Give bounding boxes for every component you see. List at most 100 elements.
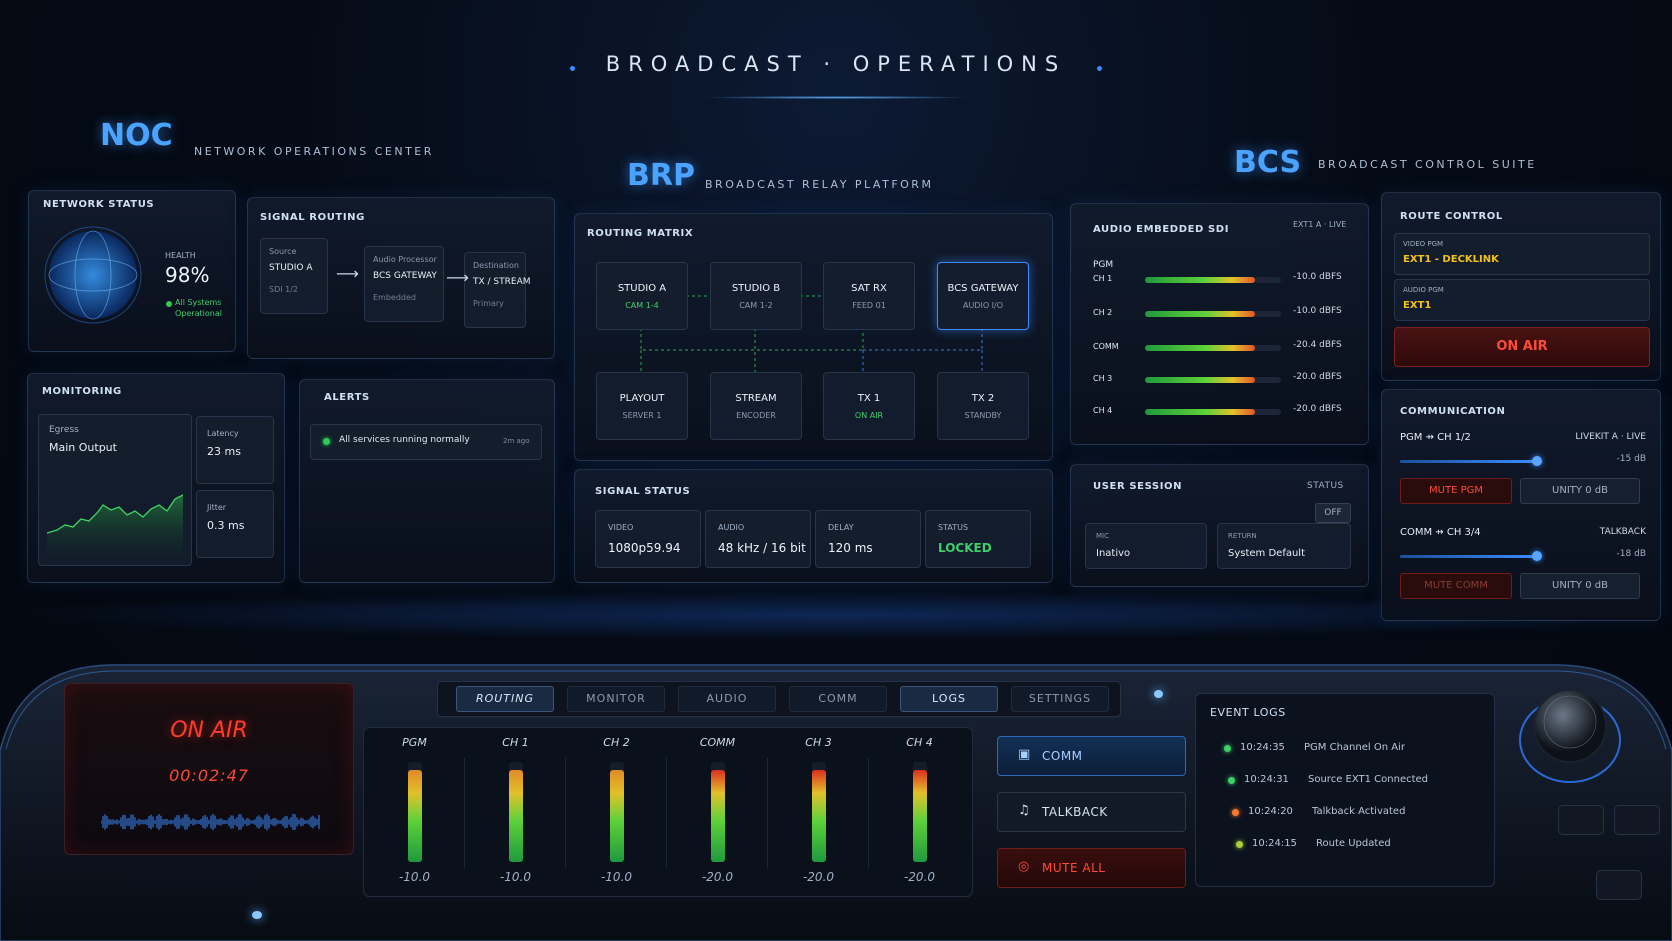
meter-fill bbox=[1145, 311, 1255, 317]
side-button[interactable] bbox=[1596, 870, 1642, 900]
button-label: COMM bbox=[1042, 749, 1083, 763]
side-button[interactable] bbox=[1614, 805, 1660, 835]
knob-svg bbox=[1519, 689, 1621, 783]
channel-name: CH 2 bbox=[1093, 308, 1113, 317]
latency-label: Latency bbox=[207, 429, 239, 438]
signal-status-panel: SIGNAL STATUS VIDEO 1080p59.94 AUDIO 48 kHz … bbox=[574, 469, 1053, 583]
strip-level: -10.0 bbox=[600, 870, 633, 884]
strip-level: -20.0 bbox=[903, 870, 936, 884]
audio-source: EXT1 A · LIVE bbox=[1293, 220, 1347, 229]
egress-label: Egress bbox=[49, 425, 79, 435]
log-text: Talkback Activated bbox=[1312, 806, 1406, 817]
alert-text: All services running normally bbox=[339, 435, 470, 445]
on-air-screen: ON AIR 00:02:47 bbox=[64, 683, 354, 855]
node-sub: FEED 01 bbox=[852, 301, 886, 310]
node-name: TX / STREAM bbox=[473, 277, 531, 287]
panel-title: MONITORING bbox=[42, 386, 122, 397]
strip-level: -10.0 bbox=[499, 870, 532, 884]
console-button[interactable]: ◎ MUTE ALL bbox=[997, 848, 1186, 888]
button-label: TALKBACK bbox=[1042, 805, 1108, 819]
mute-button[interactable]: MUTE PGM bbox=[1400, 478, 1512, 504]
node-name: STUDIO A bbox=[269, 263, 313, 273]
section-name: NETWORK OPERATIONS CENTER bbox=[194, 145, 434, 158]
globe bbox=[43, 225, 143, 325]
audio-group: PGM bbox=[1093, 260, 1114, 270]
return-box: RETURN System Default bbox=[1217, 523, 1351, 569]
node-name: SAT RX bbox=[851, 283, 887, 294]
waveform bbox=[100, 802, 331, 842]
matrix-links bbox=[575, 214, 1052, 460]
egress-box: Egress Main Output bbox=[38, 414, 192, 566]
tab[interactable]: SETTINGS bbox=[1011, 686, 1109, 712]
line-source: LIVEKIT A · LIVE bbox=[1575, 432, 1646, 442]
side-button[interactable] bbox=[1558, 805, 1604, 835]
on-air-timer: 00:02:47 bbox=[169, 766, 249, 785]
tab[interactable]: LOGS bbox=[900, 686, 998, 712]
arrow: ⟶ bbox=[446, 268, 469, 287]
channel-level: -20.0 dBFS bbox=[1293, 372, 1342, 382]
tab[interactable]: MONITOR bbox=[567, 686, 665, 712]
log-text: Route Updated bbox=[1316, 838, 1391, 849]
node-sub: Primary bbox=[473, 299, 504, 308]
unity-button[interactable]: UNITY 0 dB bbox=[1520, 478, 1640, 504]
jitter-box: Jitter 0.3 ms bbox=[196, 490, 274, 558]
panel-title: SIGNAL STATUS bbox=[595, 486, 691, 497]
matrix-node[interactable]: STUDIO B CAM 1-2 bbox=[710, 262, 802, 330]
mixer: PGM -10.0 CH 1 -10.0 CH 2 -10.0 COMM -20.0 CH 3 -… bbox=[363, 727, 973, 897]
matrix-node[interactable]: BCS GATEWAY AUDIO I/O bbox=[937, 262, 1029, 330]
network-status-panel: NETWORK STATUS HEALTH 98% All Systems Opera… bbox=[28, 190, 236, 352]
slider-knob[interactable] bbox=[1532, 551, 1542, 561]
field-label: DELAY bbox=[828, 523, 854, 532]
mic-value: Inativo bbox=[1096, 548, 1131, 559]
panel-title: SIGNAL ROUTING bbox=[260, 212, 365, 223]
log-text: Source EXT1 Connected bbox=[1308, 774, 1429, 785]
tab[interactable]: COMM bbox=[789, 686, 887, 712]
status-cell: AUDIO 48 kHz / 16 bit bbox=[705, 510, 811, 568]
channel-level: -10.0 dBFS bbox=[1293, 306, 1342, 316]
log-dot bbox=[1232, 809, 1239, 816]
unity-button[interactable]: UNITY 0 dB bbox=[1520, 573, 1640, 599]
line-level: -18 dB bbox=[1616, 549, 1646, 559]
strip-level: -20.0 bbox=[802, 870, 835, 884]
sparkline-svg bbox=[46, 494, 184, 555]
strip-name: PGM bbox=[402, 736, 427, 749]
panel-title: ROUTE CONTROL bbox=[1400, 211, 1503, 222]
on-air-button[interactable]: ON AIR bbox=[1394, 327, 1650, 367]
mic-label: MIC bbox=[1096, 532, 1109, 540]
matrix-node[interactable]: STREAM ENCODER bbox=[710, 372, 802, 440]
fader-fill bbox=[610, 770, 624, 862]
matrix-node[interactable]: TX 2 STANDBY bbox=[937, 372, 1029, 440]
video-box: VIDEO PGM EXT1 - DECKLINK bbox=[1394, 233, 1650, 275]
strip-divider bbox=[868, 758, 869, 868]
status-toggle[interactable]: OFF bbox=[1315, 503, 1351, 523]
console-button[interactable]: ♫ TALKBACK bbox=[997, 792, 1186, 832]
channel-name: COMM bbox=[1093, 342, 1119, 351]
matrix-node[interactable]: PLAYOUT SERVER 1 bbox=[596, 372, 688, 440]
matrix-node[interactable]: TX 1 ON AIR bbox=[823, 372, 915, 440]
health-status: All Systems Operational bbox=[175, 298, 222, 318]
title-dot bbox=[570, 66, 575, 71]
slider-knob[interactable] bbox=[1532, 456, 1542, 466]
matrix-node[interactable]: STUDIO A CAM 1-4 bbox=[596, 262, 688, 330]
egress-value: Main Output bbox=[49, 441, 117, 454]
channel-name: CH 4 bbox=[1093, 406, 1113, 415]
panel-title: ROUTING MATRIX bbox=[587, 228, 694, 239]
page-title: BROADCAST · OPERATIONS bbox=[605, 52, 1067, 76]
node-label: Destination bbox=[473, 261, 519, 270]
communication-panel: COMMUNICATION PGM ⇸ CH 1/2 LIVEKIT A · LIV… bbox=[1381, 389, 1661, 621]
alert-item: All services running normally 2m ago bbox=[310, 424, 542, 460]
meter-fill bbox=[1145, 277, 1255, 283]
status-label: STATUS bbox=[1307, 481, 1344, 491]
matrix-node[interactable]: SAT RX FEED 01 bbox=[823, 262, 915, 330]
meter-fill bbox=[1145, 345, 1255, 351]
console-button[interactable]: ▣ COMM bbox=[997, 736, 1186, 776]
status-cell: STATUS LOCKED bbox=[925, 510, 1031, 568]
channel-name: CH 3 bbox=[1093, 374, 1113, 383]
strip-divider bbox=[565, 758, 566, 868]
meter-fill bbox=[1145, 409, 1255, 415]
node-sub: CAM 1-4 bbox=[625, 301, 659, 310]
mute-button[interactable]: MUTE COMM bbox=[1400, 573, 1512, 599]
tab[interactable]: ROUTING bbox=[456, 686, 554, 712]
tab[interactable]: AUDIO bbox=[678, 686, 776, 712]
log-text: PGM Channel On Air bbox=[1304, 742, 1405, 753]
